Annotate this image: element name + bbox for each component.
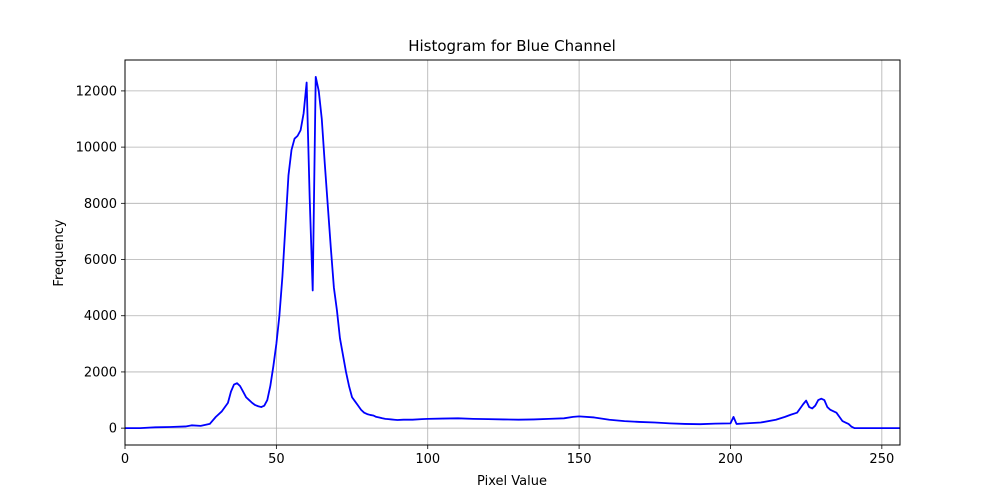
x-tick-label: 150 (567, 452, 592, 467)
y-tick-label: 0 (109, 422, 117, 437)
x-tick-label: 100 (415, 452, 440, 467)
y-tick-label: 8000 (84, 197, 117, 212)
y-tick-label: 2000 (84, 365, 117, 380)
x-tick-label: 0 (121, 452, 129, 467)
x-tick-label: 250 (869, 452, 894, 467)
y-tick-label: 4000 (84, 309, 117, 324)
grid-lines (124, 60, 900, 445)
x-axis-label: Pixel Value (477, 474, 547, 489)
x-tick-label: 50 (268, 452, 285, 467)
y-tick-label: 12000 (76, 84, 117, 99)
y-axis-ticks: 0 2000 4000 6000 8000 10000 12000 (76, 84, 125, 437)
chart-title: Histogram for Blue Channel (408, 37, 616, 55)
plot-background (125, 60, 900, 445)
x-tick-label: 200 (718, 452, 743, 467)
y-axis-label: Frequency (52, 219, 67, 286)
blue-channel-series-line (125, 75, 900, 430)
y-tick-label: 10000 (76, 141, 117, 156)
plot-frame (124, 59, 901, 446)
x-axis-ticks: 0 50 100 150 200 250 (121, 445, 894, 467)
y-tick-label: 6000 (84, 253, 117, 268)
